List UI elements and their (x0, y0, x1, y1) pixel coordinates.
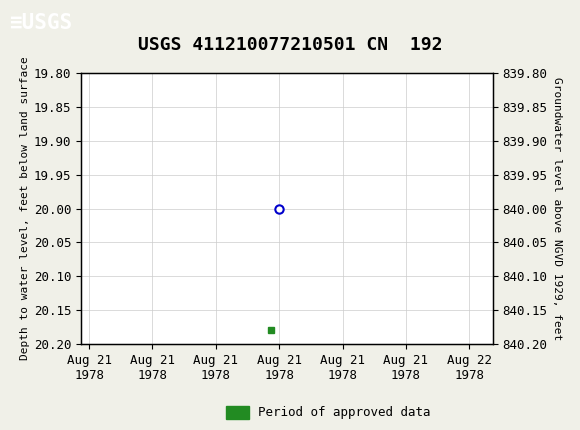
Text: USGS 411210077210501 CN  192: USGS 411210077210501 CN 192 (138, 36, 442, 54)
Text: ≡USGS: ≡USGS (9, 12, 72, 33)
FancyBboxPatch shape (226, 406, 249, 419)
Y-axis label: Depth to water level, feet below land surface: Depth to water level, feet below land su… (20, 57, 30, 360)
Y-axis label: Groundwater level above NGVD 1929, feet: Groundwater level above NGVD 1929, feet (552, 77, 562, 340)
Text: Period of approved data: Period of approved data (258, 406, 430, 419)
